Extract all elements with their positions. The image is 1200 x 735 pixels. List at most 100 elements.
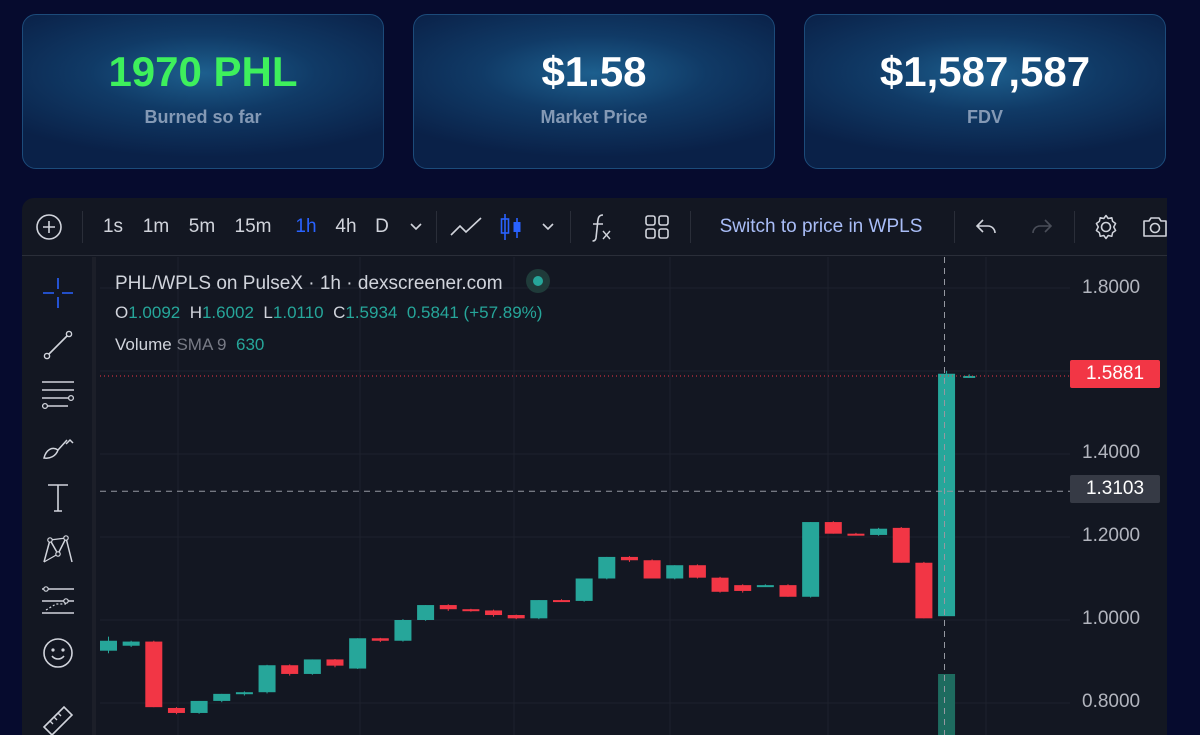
candle-body — [756, 585, 774, 588]
candle-body — [824, 522, 842, 534]
trend-line-tool[interactable] — [38, 325, 78, 365]
interval-1h[interactable]: 1h — [295, 216, 317, 237]
candle-body — [643, 560, 661, 579]
candle-body — [371, 638, 389, 641]
candle-body — [915, 562, 933, 619]
candle-body — [847, 533, 865, 536]
high-value: 1.6002 — [201, 303, 254, 322]
price-tick: 1.2000 — [1082, 525, 1141, 546]
ruler-icon — [42, 705, 74, 735]
candle-body — [666, 565, 684, 579]
price-tick: 1.0000 — [1082, 608, 1141, 629]
candle-body — [145, 641, 163, 708]
interval-4h[interactable]: 4h — [335, 216, 357, 237]
price-axis[interactable]: 1.8000 1.4000 1.2000 1.0000 0.8000 1.588… — [1070, 257, 1167, 735]
chart-type-dropdown-button[interactable] — [536, 198, 560, 256]
candle-body — [417, 605, 435, 620]
volume-bar — [938, 674, 956, 735]
drawing-toolbar — [22, 257, 96, 735]
volume-value: 630 — [235, 335, 265, 354]
pattern-tool[interactable] — [38, 529, 78, 569]
candle-body — [235, 692, 253, 695]
crosshair-price-tag: 1.3103 — [1070, 475, 1160, 503]
legend-title-row: PHL/WPLS on PulseX · 1h · dexscreener.co… — [115, 269, 550, 295]
fib-tool[interactable] — [38, 375, 78, 415]
burned-card: 1970 PHL Burned so far — [22, 14, 384, 169]
market-price-label: Market Price — [540, 107, 648, 127]
candle-body — [598, 556, 616, 579]
layouts-button[interactable] — [640, 198, 674, 256]
candles-icon — [500, 214, 521, 240]
open-value: 1.0092 — [128, 303, 181, 322]
candle-body — [122, 641, 140, 646]
candle-body — [892, 527, 910, 563]
sma-label: SMA 9 — [176, 335, 227, 354]
undo-button[interactable] — [970, 198, 1002, 256]
interval-1s[interactable]: 1s — [102, 216, 124, 237]
snapshot-button[interactable] — [1140, 198, 1167, 256]
burned-value: 1970 PHL — [108, 48, 298, 95]
interval-d[interactable]: D — [375, 216, 389, 237]
camera-icon — [1143, 217, 1167, 237]
chart-legend: PHL/WPLS on PulseX · 1h · dexscreener.co… — [115, 269, 550, 355]
text-tool[interactable] — [38, 477, 78, 517]
candle-body — [485, 610, 503, 616]
change-value: 0.5841 (+57.89%) — [406, 303, 543, 322]
fdv-card: $1,587,587 FDV — [804, 14, 1166, 169]
chart-toolbar: 1s 1m 5m 15m 1h 4h D Switch to price in … — [22, 198, 1167, 256]
trend-line-icon — [43, 330, 73, 360]
emoji-tool[interactable] — [38, 633, 78, 673]
plot-area[interactable]: PHL/WPLS on PulseX · 1h · dexscreener.co… — [100, 257, 1070, 735]
gear-icon — [1095, 214, 1117, 240]
ohlc-row: O1.0092 H1.6002 L1.0110 C1.5934 0.5841 (… — [115, 303, 543, 322]
grid-icon — [645, 215, 669, 239]
candlestick-chart — [100, 257, 1070, 735]
brush-tool[interactable] — [38, 427, 78, 467]
candle-body — [349, 638, 367, 669]
chevron-down-icon — [542, 223, 554, 231]
candle-body — [167, 707, 185, 713]
last-price-tag: 1.5881 — [1070, 360, 1160, 388]
interval-5m[interactable]: 5m — [188, 216, 216, 237]
crosshair-icon — [43, 278, 73, 308]
smiley-icon — [43, 638, 73, 668]
brush-icon — [43, 438, 74, 459]
candle-body — [281, 665, 299, 674]
chart-widget: 1s 1m 5m 15m 1h 4h D Switch to price in … — [22, 198, 1167, 735]
candle-body — [734, 585, 752, 591]
candle-body — [938, 373, 956, 617]
prediction-tool[interactable] — [38, 581, 78, 621]
candle-body — [462, 609, 480, 612]
candle-body — [394, 620, 412, 641]
symbol-title[interactable]: PHL/WPLS on PulseX · 1h · dexscreener.co… — [115, 273, 503, 294]
candle-body — [100, 640, 117, 651]
close-value: 1.5934 — [345, 303, 398, 322]
interval-1m[interactable]: 1m — [142, 216, 170, 237]
market-price-card: $1.58 Market Price — [413, 14, 775, 169]
interval-15m[interactable]: 15m — [234, 216, 272, 237]
add-symbol-button[interactable] — [32, 198, 66, 256]
fibonacci-icon — [41, 381, 75, 410]
candle-body — [258, 665, 276, 693]
candle-body — [802, 522, 820, 597]
candle-body — [439, 605, 457, 610]
price-tick: 0.8000 — [1082, 691, 1141, 712]
candles-chart-button[interactable] — [496, 198, 526, 256]
pattern-icon — [43, 535, 73, 563]
switch-price-button[interactable]: Switch to price in WPLS — [719, 216, 923, 237]
candle-body — [688, 565, 706, 578]
measure-tool[interactable] — [38, 701, 78, 735]
interval-dropdown-button[interactable] — [404, 198, 428, 256]
line-chart-button[interactable] — [448, 198, 484, 256]
redo-button[interactable] — [1026, 198, 1058, 256]
fdv-label: FDV — [967, 107, 1003, 127]
candle-body — [190, 700, 208, 713]
candle-body — [963, 375, 976, 378]
candle-body — [530, 600, 548, 619]
candle-body — [326, 659, 344, 666]
settings-button[interactable] — [1090, 198, 1122, 256]
candle-body — [711, 577, 729, 592]
redo-icon — [1032, 219, 1053, 234]
crosshair-tool[interactable] — [38, 273, 78, 313]
indicators-button[interactable] — [584, 198, 618, 256]
